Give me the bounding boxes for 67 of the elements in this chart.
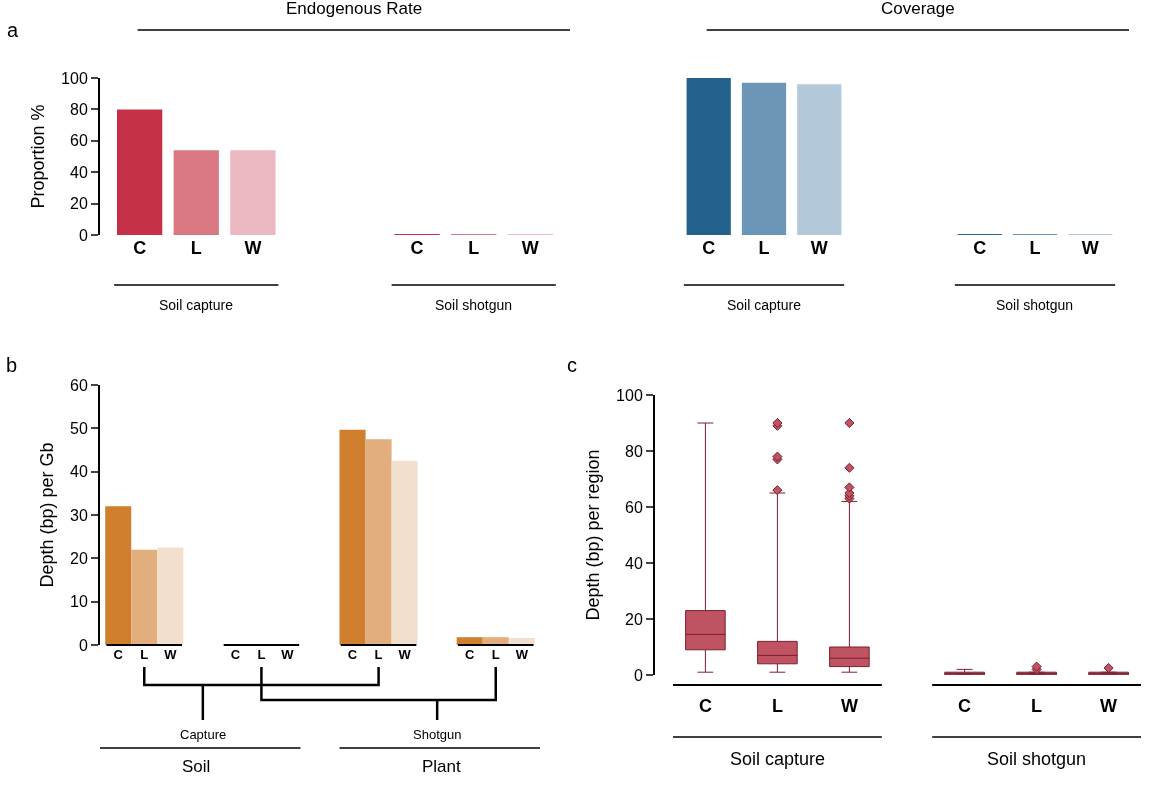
text: Capture [180, 727, 227, 742]
y-tick-label: 60 [70, 132, 88, 150]
x-tick-label: L [190, 238, 202, 258]
x-tick-label: L [468, 238, 480, 258]
x-tick-label: C [702, 238, 716, 258]
x-tick-label: C [698, 696, 712, 716]
text: a [7, 19, 19, 41]
x-tick-label: W [840, 696, 858, 716]
x-tick-label: C [230, 647, 241, 662]
x-tick-label: L [140, 647, 149, 662]
text: c [567, 354, 577, 376]
x-tick-label: C [958, 696, 972, 716]
text: Plant [422, 757, 462, 776]
y-tick-label: 60 [625, 498, 643, 516]
x-tick-label: L [491, 647, 500, 662]
x-tick-label: W [810, 238, 828, 258]
y-tick-label: 40 [70, 463, 88, 481]
x-tick-label: C [347, 647, 358, 662]
x-tick-label: L [1029, 238, 1041, 258]
y-tick-label: 0 [633, 666, 643, 684]
x-tick-label: W [1081, 238, 1099, 258]
x-tick-label: C [465, 647, 475, 662]
y-tick-label: 20 [70, 195, 88, 213]
y-tick-label: 0 [78, 226, 88, 244]
x-tick-label: L [257, 647, 266, 662]
y-axis-title: Depth (bp) per Gb [36, 442, 57, 588]
x-tick-label: C [973, 238, 987, 258]
text: Soil shotgun [996, 297, 1074, 313]
text: Soil [182, 757, 211, 776]
x-tick-label: W [515, 647, 529, 662]
x-tick-label: L [1031, 696, 1043, 716]
chart-title: Endogenous Rate [286, 0, 423, 18]
x-tick-label: W [521, 238, 539, 258]
y-tick-label: 20 [625, 610, 643, 628]
x-tick-label: L [771, 696, 783, 716]
text: Soil capture [159, 297, 234, 313]
y-tick-label: 0 [78, 636, 88, 654]
text: Soil capture [727, 297, 802, 313]
text: Shotgun [413, 727, 462, 742]
x-tick-label: L [374, 647, 383, 662]
text: Soil shotgun [987, 749, 1087, 769]
x-tick-label: W [164, 647, 178, 662]
y-axis-title: Proportion % [27, 104, 48, 209]
y-tick-label: 30 [70, 506, 88, 524]
text: Soil shotgun [435, 297, 513, 313]
x-tick-label: C [133, 238, 147, 258]
x-tick-label: W [281, 647, 295, 662]
x-tick-label: W [1100, 696, 1118, 716]
x-tick-label: L [758, 238, 770, 258]
y-tick-label: 100 [616, 386, 643, 404]
y-tick-label: 20 [70, 549, 88, 567]
text: b [6, 354, 18, 376]
y-tick-label: 50 [70, 419, 88, 437]
y-tick-label: 100 [61, 69, 88, 87]
x-tick-label: W [244, 238, 262, 258]
chart-title: Coverage [881, 0, 955, 18]
x-tick-label: C [410, 238, 424, 258]
y-tick-label: 80 [625, 442, 643, 460]
x-tick-label: C [113, 647, 124, 662]
x-tick-label: W [398, 647, 412, 662]
y-axis-title: Depth (bp) per region [582, 449, 603, 621]
text: Soil capture [730, 749, 826, 769]
y-tick-label: 40 [70, 163, 88, 181]
y-tick-label: 40 [625, 554, 643, 572]
y-tick-label: 10 [70, 593, 88, 611]
y-tick-label: 60 [70, 376, 88, 394]
y-tick-label: 80 [70, 101, 88, 118]
